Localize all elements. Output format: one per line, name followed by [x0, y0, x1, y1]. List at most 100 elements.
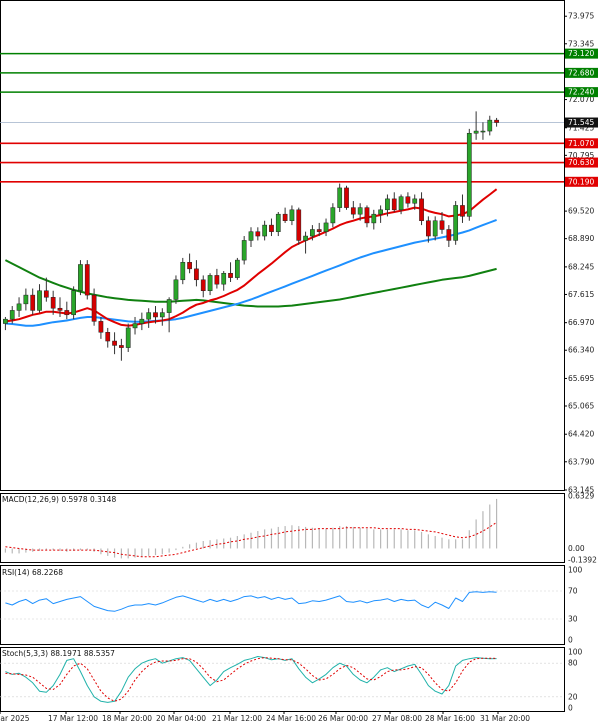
candle: [173, 275, 179, 304]
candle-body-bull: [289, 209, 295, 221]
candle-body-bear: [98, 321, 104, 333]
candle-body-bull: [432, 220, 438, 237]
x-tick-label: 24 Mar 16:00: [266, 714, 316, 723]
x-tick-label: 31 Mar 20:00: [480, 714, 530, 723]
candle: [228, 262, 233, 282]
candle-body-bear: [460, 205, 465, 217]
candle: [3, 316, 8, 331]
level-label: 71.070: [568, 139, 594, 148]
candle-body-bull: [173, 279, 179, 300]
stoch-pane-frame: [0, 647, 565, 712]
price-tick-label: 69.520: [568, 207, 594, 216]
x-tick-label: 28 Mar 16:00: [425, 714, 475, 723]
rsi-pane[interactable]: 100 70 30 0: [0, 566, 583, 645]
candle: [473, 111, 479, 140]
candle: [105, 327, 111, 348]
price-pane-frame: [0, 0, 565, 491]
stoch-tick-label: 100: [568, 648, 583, 657]
candle: [398, 194, 404, 215]
level-label-bg: [565, 176, 598, 187]
candle: [412, 194, 418, 210]
candle-body-bull: [275, 213, 281, 232]
candle-body-bull: [378, 209, 383, 215]
price-tick-label: 64.420: [568, 430, 594, 439]
candle-body-bull: [385, 198, 390, 211]
candle-body-bear: [255, 231, 261, 237]
candle-body-bear: [30, 294, 36, 311]
candle-body-bull: [323, 222, 329, 232]
candle-body-bull: [248, 231, 254, 241]
candle: [289, 205, 295, 226]
candle-body-bear: [439, 220, 445, 230]
level-label-bg: [565, 48, 598, 59]
candle: [194, 260, 199, 287]
x-tick-label: 20 Mar 04:00: [156, 714, 206, 723]
candle: [494, 117, 499, 127]
candle-body-bear: [119, 345, 124, 348]
candle-body-bull: [234, 259, 240, 278]
stoch-tick-label: 0: [568, 704, 573, 713]
macd-pane-frame: [0, 493, 565, 563]
candle: [64, 301, 70, 320]
candle-body-bull: [262, 224, 268, 237]
candle-body-bear: [187, 262, 192, 270]
candle: [146, 308, 152, 328]
price-pane[interactable]: 73.975 73.345 72.070 71.425 70.795 69.520 68.8…: [0, 12, 598, 495]
current-price-tag: 71.545: [568, 118, 594, 127]
candle: [139, 312, 145, 331]
candle: [480, 122, 486, 140]
candle: [248, 227, 254, 247]
candle-body-bull: [412, 198, 418, 204]
candle: [125, 323, 131, 352]
x-tick-label: 17 Mar 12:00: [48, 714, 98, 723]
candle: [385, 194, 390, 217]
candle-body-bear: [91, 294, 97, 322]
candle-body-bull: [480, 130, 486, 133]
candle: [214, 268, 220, 289]
candle: [323, 218, 329, 237]
rsi-tick-label: 100: [568, 566, 583, 575]
macd-pane[interactable]: 0.6329 0.00 -0.1392: [4, 492, 597, 565]
candle: [57, 297, 63, 317]
candle-body-bear: [43, 290, 49, 298]
candle: [282, 207, 288, 223]
candle-body-bull: [139, 318, 145, 324]
candle: [466, 128, 472, 221]
stoch-pane[interactable]: 100 80 20 0: [0, 648, 583, 713]
candle: [159, 308, 165, 326]
candle-body-bull: [466, 132, 472, 217]
candle: [78, 260, 83, 296]
candle: [30, 288, 36, 315]
candle-body-bear: [296, 209, 302, 241]
candle-body-bear: [153, 312, 158, 318]
level-label-bg: [565, 157, 598, 168]
candle: [187, 253, 192, 274]
candle: [391, 192, 397, 212]
candle-body-bull: [37, 290, 42, 311]
candle: [9, 306, 15, 324]
candle-body-bear: [84, 264, 90, 296]
rsi-tick-label: 30: [568, 615, 578, 624]
candle-body-bull: [330, 207, 336, 224]
price-tick-label: 63.790: [568, 457, 594, 466]
candle: [371, 209, 377, 230]
candle-body-bear: [350, 207, 356, 215]
candle: [119, 338, 124, 361]
candle-body-bull: [71, 290, 76, 316]
candle: [71, 286, 76, 320]
candle: [439, 211, 445, 234]
candle-body-bear: [446, 229, 452, 241]
price-tick-label: 63.145: [568, 486, 594, 495]
price-tick-label: 65.065: [568, 402, 594, 411]
ma-mid-line: [5, 218, 497, 327]
rsi-tick-label: 0: [568, 636, 573, 645]
price-tick-label: 66.340: [568, 346, 594, 355]
price-tick-label: 71.425: [568, 123, 594, 132]
level-label-bg: [565, 67, 598, 78]
candle-body-bull: [473, 130, 479, 134]
candle-body-bull: [3, 318, 8, 324]
candle-body-bear: [64, 310, 70, 316]
candle: [112, 332, 117, 355]
